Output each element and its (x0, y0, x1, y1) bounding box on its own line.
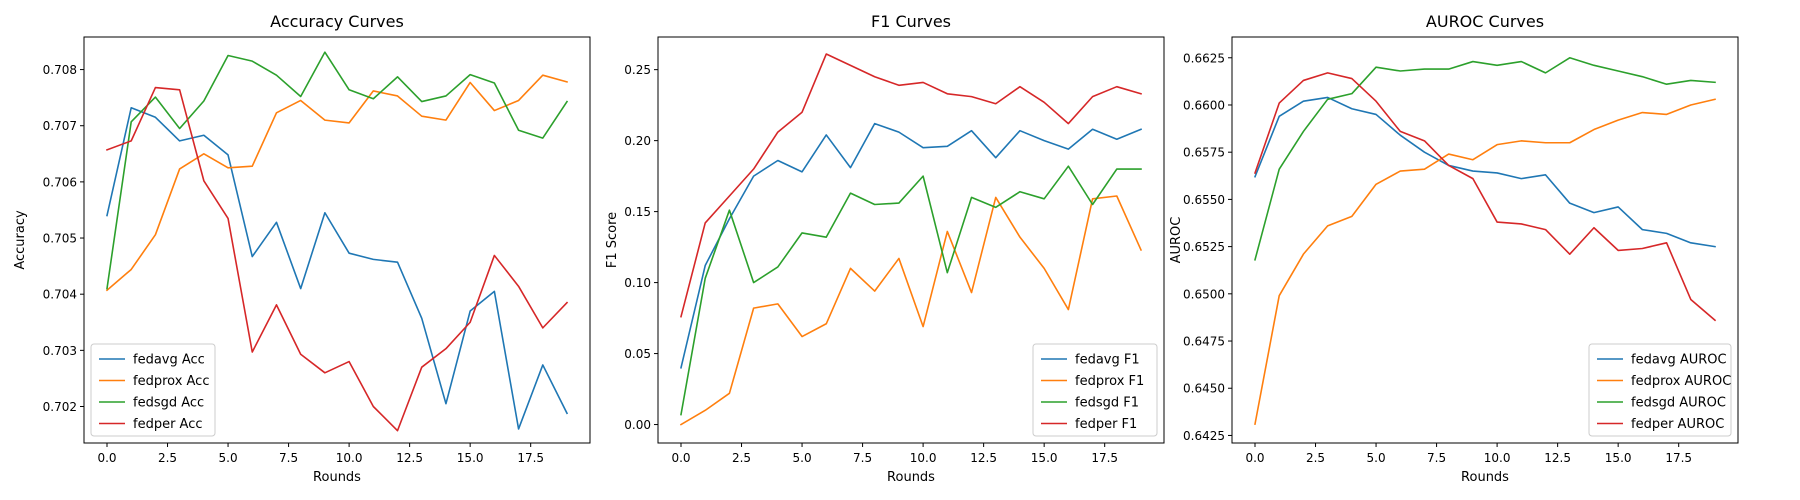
y-axis-label: Accuracy (13, 210, 28, 270)
y-tick-label: 0.705 (43, 232, 77, 246)
series-line-fedavg-auroc (1253, 96, 1716, 248)
x-tick-label: 10.0 (1484, 451, 1511, 465)
y-tick-label: 0.6550 (1183, 193, 1225, 207)
plot-frame (1231, 36, 1739, 444)
x-tick-label: 0.0 (671, 451, 690, 465)
x-tick-label: 17.5 (1665, 451, 1692, 465)
y-tick-label: 0.702 (43, 400, 77, 414)
x-tick-label: 5.0 (1367, 451, 1386, 465)
legend: fedavg AUROC fedprox AUROC fedsgd AUROC fed… (1588, 343, 1732, 437)
x-tick-label: 15.0 (1605, 451, 1632, 465)
y-axis-label: AUROC (1169, 217, 1184, 264)
y-tick-label: 0.6600 (1183, 98, 1225, 112)
legend-label: fedavg Acc (133, 353, 205, 368)
series-line-fedsgd-acc (106, 51, 569, 290)
x-tick-label: 10.0 (910, 451, 937, 465)
legend-label: fedsgd AUROC (1631, 396, 1726, 411)
legend-label: fedprox F1 (1075, 374, 1144, 389)
x-tick-label: 2.5 (1306, 451, 1325, 465)
legend: fedavg Acc fedprox Acc fedsgd Acc fedper Ac… (90, 343, 216, 437)
x-tick-label: 0.0 (97, 451, 116, 465)
legend-label: fedprox Acc (133, 374, 209, 389)
x-tick-label: 17.5 (1091, 451, 1118, 465)
x-tick-label: 7.5 (853, 451, 872, 465)
y-tick-label: 0.6525 (1183, 240, 1225, 254)
x-tick-label: 15.0 (1031, 451, 1058, 465)
series-line-fedper-acc (105, 86, 569, 432)
x-tick-label: 7.5 (279, 451, 298, 465)
legend-label: fedprox AUROC (1631, 374, 1731, 389)
x-tick-label: 5.0 (219, 451, 238, 465)
x-tick-label: 12.5 (970, 451, 997, 465)
chart-title: AUROC Curves (1426, 12, 1544, 31)
legend-box (1588, 343, 1732, 437)
x-tick-label: 10.0 (336, 451, 363, 465)
y-tick-label: 0.25 (624, 63, 651, 77)
y-tick-label: 0.6450 (1183, 382, 1225, 396)
y-tick-label: 0.10 (624, 276, 651, 290)
x-tick-label: 0.0 (1245, 451, 1264, 465)
y-tick-label: 0.6575 (1183, 146, 1225, 160)
x-tick-label: 2.5 (732, 451, 751, 465)
legend-label: fedper F1 (1075, 417, 1137, 432)
x-axis-label: Rounds (887, 470, 935, 485)
legend-label: fedavg AUROC (1631, 353, 1727, 368)
y-tick-label: 0.707 (43, 119, 77, 133)
y-tick-label: 0.6625 (1183, 51, 1225, 65)
legend: fedavg F1 fedprox F1 fedsgd F1 fedper F1 (1032, 343, 1158, 437)
chart-title: Accuracy Curves (270, 12, 404, 31)
series-line-fedsgd-auroc (1254, 56, 1716, 261)
y-tick-label: 0.708 (43, 63, 77, 77)
series-line-fedavg-f1 (680, 122, 1143, 369)
y-tick-label: 0.6500 (1183, 287, 1225, 301)
x-tick-label: 12.5 (396, 451, 423, 465)
legend-label: fedper Acc (133, 417, 203, 432)
legend-label: fedsgd F1 (1075, 396, 1139, 411)
x-tick-label: 7.5 (1427, 451, 1446, 465)
series-line-fedavg-acc (106, 106, 569, 430)
series-line-fedsgd-f1 (680, 165, 1142, 416)
x-tick-label: 17.5 (517, 451, 544, 465)
series-line-fedprox-auroc (1254, 98, 1716, 426)
y-tick-label: 0.15 (624, 205, 651, 219)
series-line-fedprox-f1 (679, 195, 1143, 426)
x-tick-label: 2.5 (158, 451, 177, 465)
y-tick-label: 0.706 (43, 175, 77, 189)
chart-panel-2: 0.0 2.5 5.0 7.5 10.0 12.5 15.0 17.5 0.00 0.05 0.10… (605, 12, 1165, 485)
legend-label: fedsgd Acc (133, 396, 204, 411)
x-axis-label: Rounds (1461, 470, 1509, 485)
plot-frame (83, 36, 591, 444)
y-tick-label: 0.704 (43, 288, 77, 302)
y-tick-label: 0.6475 (1183, 335, 1225, 349)
y-tick-label: 0.703 (43, 344, 77, 358)
legend-label: fedper AUROC (1631, 417, 1724, 432)
y-tick-label: 0.6425 (1183, 429, 1225, 443)
y-tick-label: 0.00 (624, 418, 651, 432)
legend-label: fedavg F1 (1075, 353, 1140, 368)
series-line-fedper-auroc (1253, 72, 1717, 322)
chart-title: F1 Curves (871, 12, 951, 31)
y-axis-label: F1 Score (605, 212, 620, 268)
chart-panel-3: 0.0 2.5 5.0 7.5 10.0 12.5 15.0 17.5 0.6425 0.6450… (1169, 12, 1739, 485)
x-tick-label: 15.0 (457, 451, 484, 465)
plot-frame (657, 36, 1165, 444)
chart-panel-1: 0.0 2.5 5.0 7.5 10.0 12.5 15.0 17.5 0.702 0.703 0.… (13, 12, 591, 485)
series-line-fedper-f1 (680, 53, 1142, 318)
x-tick-label: 5.0 (793, 451, 812, 465)
legend-box (90, 343, 216, 437)
x-axis-label: Rounds (313, 470, 361, 485)
y-tick-label: 0.20 (624, 134, 651, 148)
y-tick-label: 0.05 (624, 347, 651, 361)
x-tick-label: 12.5 (1544, 451, 1571, 465)
legend-box (1032, 343, 1158, 437)
series-line-fedprox-acc (105, 74, 568, 292)
